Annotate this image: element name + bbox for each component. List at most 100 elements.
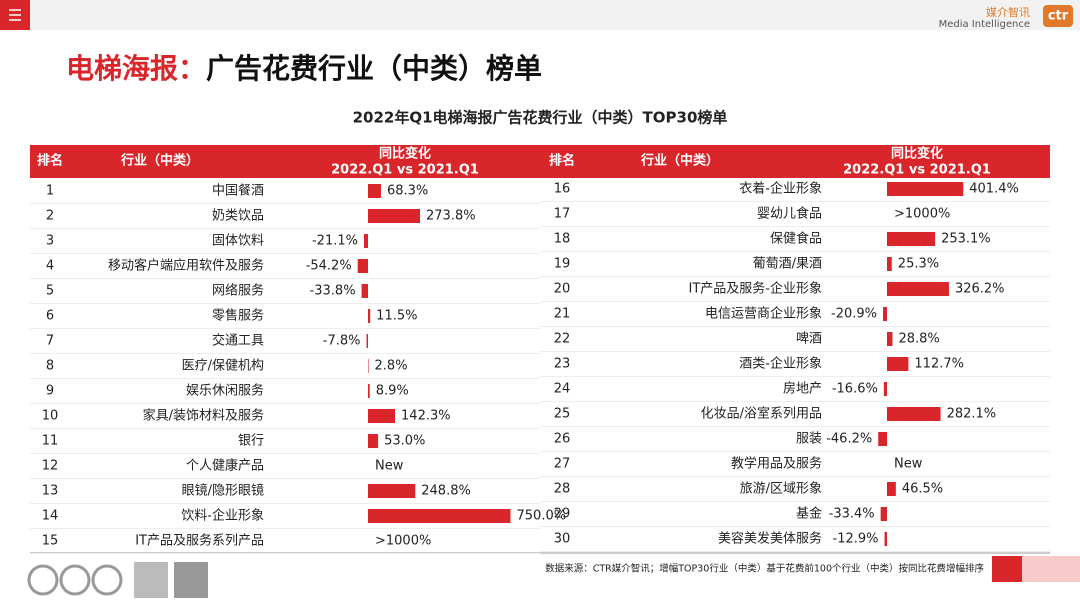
- change-bar: [883, 307, 887, 321]
- change-bar: [361, 284, 368, 298]
- rank: 28: [554, 482, 571, 497]
- change-bar: [368, 384, 370, 398]
- rank: 4: [46, 259, 54, 274]
- rank: 13: [42, 484, 59, 499]
- table-title: 2022年Q1电梯海报广告花费行业（中类）TOP30榜单: [353, 109, 728, 127]
- change-label: 46.5%: [902, 482, 943, 497]
- industry: 保健食品: [770, 231, 822, 247]
- rank: 26: [554, 432, 571, 447]
- change-label: -20.9%: [831, 307, 877, 322]
- rank: 30: [554, 532, 571, 547]
- industry: 家具/装饰材料及服务: [143, 408, 264, 424]
- change-label: 142.3%: [401, 409, 451, 424]
- rank: 17: [554, 207, 571, 222]
- rank: 24: [554, 382, 571, 397]
- industry: IT产品及服务系列产品: [135, 533, 264, 549]
- change-bar: [887, 182, 964, 196]
- corner-block: [1022, 556, 1080, 582]
- rank: 1: [46, 184, 54, 199]
- industry: IT产品及服务-企业形象: [689, 281, 822, 297]
- change-bar: [880, 507, 887, 521]
- rank: 2: [46, 209, 54, 224]
- change-label: 253.1%: [941, 232, 991, 247]
- change-bar: [884, 532, 887, 546]
- rank: 5: [46, 284, 54, 299]
- header-rank: 排名: [37, 153, 63, 169]
- corner-block: [992, 556, 1022, 582]
- rank: 18: [554, 232, 571, 247]
- industry: 银行: [238, 434, 264, 449]
- change-bar: [368, 434, 379, 448]
- table-header: [30, 145, 1050, 178]
- rank: 10: [42, 409, 59, 424]
- industry: 衣着-企业形象: [739, 181, 822, 197]
- change-label: -12.9%: [833, 532, 879, 547]
- industry: 零售服务: [212, 308, 264, 324]
- industry: 基金: [796, 506, 822, 522]
- change-bar: [368, 484, 416, 498]
- change-bar: [887, 282, 949, 296]
- industry: 奶类饮品: [212, 209, 264, 224]
- logo-mark: ctr: [1048, 9, 1069, 24]
- change-bar: [357, 259, 368, 273]
- change-label: 8.9%: [376, 384, 409, 399]
- change-bar: [368, 309, 371, 323]
- industry: 娱乐休闲服务: [186, 383, 264, 399]
- title: 广告花费行业（中类）榜单: [206, 52, 542, 85]
- industry: 移动客户端应用软件及服务: [108, 258, 264, 274]
- change-bar: [887, 332, 893, 346]
- change-label: -7.8%: [323, 334, 361, 349]
- change-label: >1000%: [375, 534, 431, 549]
- industry: 葡萄酒/果酒: [753, 257, 822, 272]
- header-rank: 排名: [549, 153, 575, 169]
- rank: 16: [554, 182, 571, 197]
- industry: 网络服务: [212, 283, 264, 299]
- change-label: -54.2%: [306, 259, 352, 274]
- industry: 酒类-企业形象: [739, 356, 822, 372]
- header-change: 同比变化: [891, 146, 943, 162]
- change-label: 28.8%: [898, 332, 939, 347]
- change-label: -33.4%: [829, 507, 875, 522]
- industry: 化妆品/浴室系列用品: [701, 406, 822, 422]
- logo-cn: 媒介智讯: [986, 5, 1030, 19]
- change-label: 68.3%: [387, 184, 428, 199]
- change-label: New: [375, 459, 404, 474]
- industry: 房地产: [783, 381, 822, 397]
- change-label: 750.0%: [517, 509, 567, 524]
- change-bar: [368, 409, 396, 423]
- change-label: >1000%: [894, 207, 950, 222]
- header-period: 2022.Q1 vs 2021.Q1: [331, 163, 479, 178]
- change-label: 273.8%: [426, 209, 476, 224]
- change-label: 25.3%: [898, 257, 939, 272]
- change-label: 282.1%: [947, 407, 997, 422]
- industry: 电信运营商企业形象: [705, 306, 822, 322]
- change-label: 401.4%: [969, 182, 1019, 197]
- industry: 交通工具: [212, 333, 264, 349]
- change-label: -16.6%: [832, 382, 878, 397]
- industry: 服装: [796, 432, 822, 447]
- title-accent: 电梯海报：: [66, 52, 206, 85]
- change-bar: [887, 357, 909, 371]
- industry: 美容美发美体服务: [718, 531, 822, 547]
- change-bar: [368, 359, 369, 373]
- industry: 个人健康产品: [186, 458, 264, 474]
- change-bar: [883, 382, 887, 396]
- change-bar: [363, 234, 368, 248]
- rank: 8: [46, 359, 54, 374]
- rank: 15: [42, 534, 59, 549]
- change-label: 248.8%: [421, 484, 471, 499]
- change-bar: [368, 509, 511, 523]
- rank: 29: [554, 507, 571, 522]
- rank: 12: [42, 459, 59, 474]
- source-note: 数据来源：CTR媒介智讯；增幅TOP30行业（中类）基于花费前100个行业（中类…: [545, 563, 984, 575]
- header-change: 同比变化: [379, 146, 431, 162]
- change-label: 112.7%: [914, 357, 964, 372]
- rank: 19: [554, 257, 571, 272]
- industry: 啤酒: [796, 332, 822, 347]
- industry: 饮料-企业形象: [181, 508, 264, 524]
- change-label: -21.1%: [312, 234, 358, 249]
- menu-icon: [9, 9, 21, 21]
- change-bar: [368, 184, 381, 198]
- change-bar: [887, 482, 896, 496]
- header-industry: 行业（中类）: [640, 153, 719, 169]
